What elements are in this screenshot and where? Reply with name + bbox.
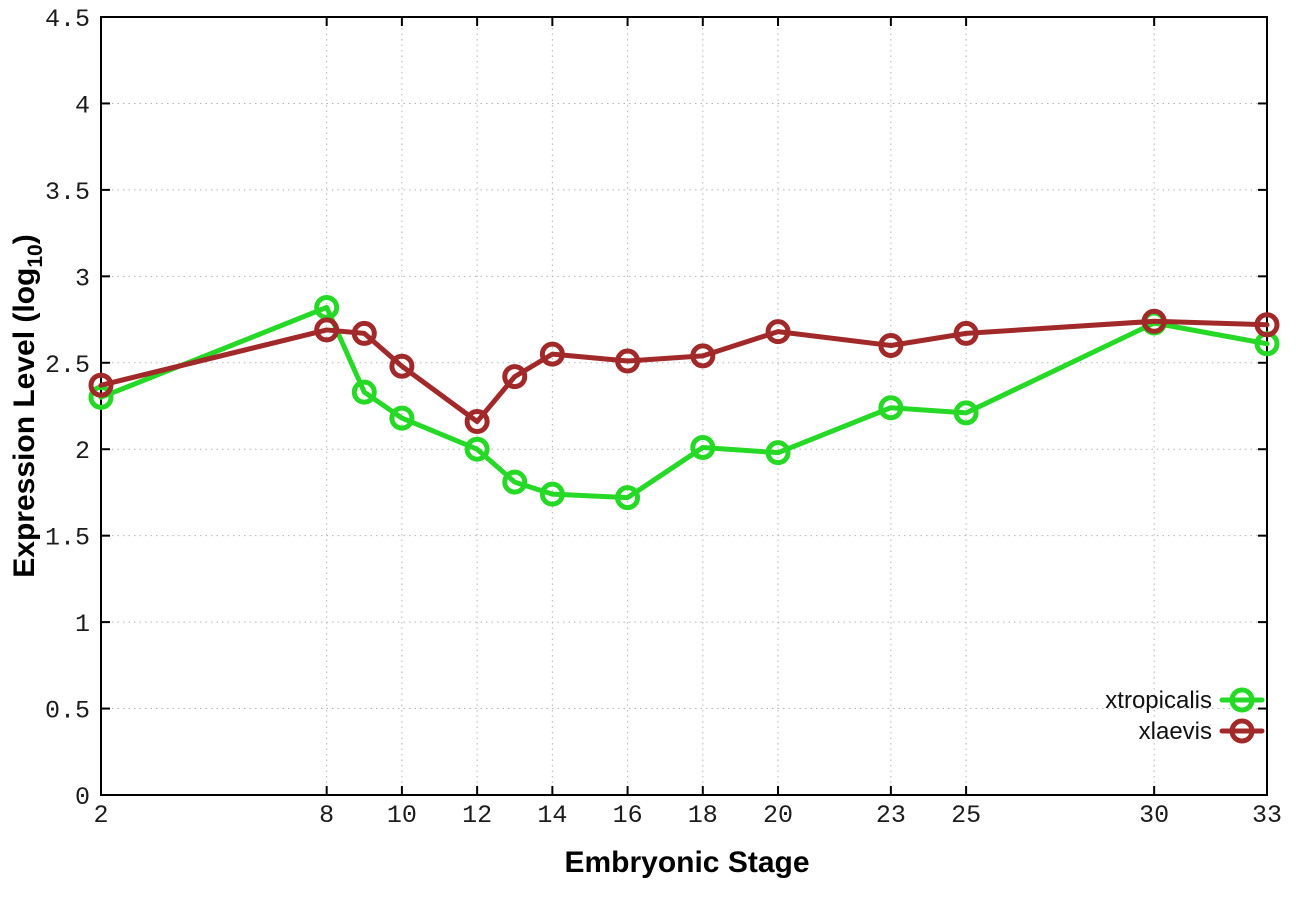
x-tick-label-8: 8 [319,801,334,830]
x-tick-label-12: 12 [462,801,492,830]
data-point-xtropicalis-stage-16 [615,485,641,511]
data-point-xtropicalis-stage-14 [539,481,565,507]
x-tick-label-10: 10 [387,801,417,830]
data-point-xlaevis-stage-25 [953,320,979,346]
x-tick-label-33: 33 [1252,801,1282,830]
data-point-xlaevis-stage-20 [765,319,791,345]
plot-border [100,16,1268,796]
data-point-xlaevis-stage-9 [351,320,377,346]
data-point-xlaevis-stage-14 [539,341,565,367]
x-tick-label-23: 23 [876,801,906,830]
data-point-xtropicalis-stage-10 [389,405,415,431]
data-point-xlaevis-stage-30 [1141,308,1167,334]
legend-sample-marker-xtropicalis [1229,687,1255,713]
x-tick-label-30: 30 [1139,801,1169,830]
data-point-xlaevis-stage-10 [389,353,415,379]
data-point-xtropicalis-stage-18 [690,434,716,460]
axis-ticks [100,16,1268,796]
y-axis-title: Expression Level (log10) [8,234,47,577]
series-line-xtropicalis [98,304,1270,501]
data-point-xtropicalis-stage-23 [878,395,904,421]
y-tick-label-2: 2 [75,437,90,466]
y-tick-label-1.5: 1.5 [45,524,90,553]
data-point-xlaevis-stage-12 [464,409,490,435]
y-axis-title-subscript: 10 [24,244,47,267]
data-point-xtropicalis-stage-9 [351,379,377,405]
y-axis-title-main: Expression Level (log [8,268,41,578]
data-point-xtropicalis-stage-20 [765,440,791,466]
x-tick-label-16: 16 [613,801,643,830]
data-point-xlaevis-stage-2 [88,372,114,398]
legend-sample-marker-xlaevis [1229,718,1255,744]
data-point-xlaevis-stage-16 [615,348,641,374]
legend: xtropicalis xlaevis [1105,687,1265,745]
y-axis-title-close: ) [8,234,41,244]
y-tick-label-4.5: 4.5 [45,5,90,34]
data-point-xlaevis-stage-23 [878,332,904,358]
y-tick-label-2.5: 2.5 [45,351,90,380]
legend-marker-xlaevis [1219,718,1265,744]
x-tick-label-18: 18 [688,801,718,830]
tick-labels: 2 8 10 12 14 16 18 20 23 25 30 33 0 0.5 1 1.5 2 2.5 3 3.5 4 4… [45,5,1282,830]
legend-label-xtropicalis: xtropicalis [1105,687,1212,714]
x-tick-label-25: 25 [951,801,981,830]
x-tick-label-20: 20 [763,801,793,830]
data-point-xlaevis-stage-18 [690,343,716,369]
data-point-xlaevis-stage-13 [502,364,528,390]
series-line-xlaevis [98,318,1270,425]
data-point-xtropicalis-stage-25 [953,400,979,426]
y-tick-label-3: 3 [75,264,90,293]
y-tick-label-1: 1 [75,610,90,639]
x-axis-title: Embryonic Stage [564,846,809,879]
data-series [88,294,1280,511]
data-point-xtropicalis-stage-13 [502,469,528,495]
data-point-xtropicalis-stage-12 [464,436,490,462]
y-tick-label-4: 4 [75,91,90,120]
gridlines [100,16,1268,796]
y-tick-label-0: 0 [75,783,90,812]
y-tick-label-0.5: 0.5 [45,697,90,726]
legend-marker-xtropicalis [1219,687,1265,713]
y-tick-label-3.5: 3.5 [45,178,90,207]
x-tick-label-14: 14 [537,801,567,830]
x-tick-label-2: 2 [93,801,108,830]
data-point-xlaevis-stage-33 [1254,312,1280,338]
legend-label-xlaevis: xlaevis [1139,718,1212,745]
data-point-xlaevis-stage-8 [314,317,340,343]
